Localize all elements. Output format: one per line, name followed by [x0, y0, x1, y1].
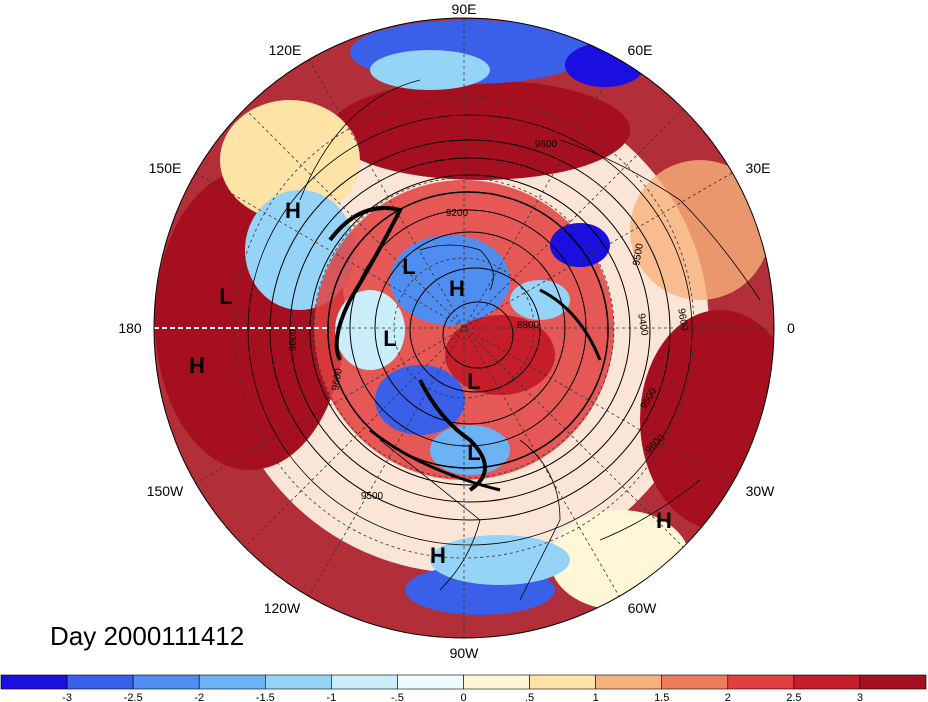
contour-label: 9200	[446, 208, 469, 219]
colorbar-tick-label: 2	[725, 692, 731, 702]
colorbar-swatch	[595, 674, 663, 690]
colorbar-swatch	[463, 674, 530, 690]
coastlines	[299, 79, 761, 601]
low-pressure-marker: L	[383, 326, 396, 351]
high-pressure-marker: H	[656, 508, 672, 533]
height-contours	[247, 114, 693, 546]
lon-label-120e: 120E	[269, 42, 302, 58]
pressure-system-markers: H L L H L H L L H H	[189, 198, 672, 568]
colorbar-swatch	[198, 674, 266, 690]
lon-label-30w: 30W	[746, 483, 776, 499]
graticule	[154, 18, 774, 638]
lon-label-90e: 90E	[452, 1, 477, 17]
contour-label: 9500	[361, 491, 384, 502]
lon-label-0: 0	[787, 320, 795, 336]
colorbar-tick-label: -2	[194, 692, 204, 702]
contour-label: 9600	[535, 139, 558, 150]
lon-label-30e: 30E	[746, 160, 771, 176]
colorbar-tick-label: 3	[857, 692, 863, 702]
colorbar-tick-label: 2.5	[786, 692, 801, 702]
colorbar-tick-label: -.5	[391, 692, 404, 702]
high-pressure-marker: H	[430, 543, 446, 568]
low-pressure-marker: L	[402, 254, 415, 279]
lon-label-150e: 150E	[149, 160, 182, 176]
map-border	[153, 17, 775, 639]
low-pressure-marker: L	[467, 369, 480, 394]
contour-label: 9600	[288, 328, 299, 351]
colorbar-tick-label: -1	[326, 692, 336, 702]
lon-label-90w: 90W	[450, 645, 480, 661]
high-pressure-marker: H	[449, 276, 465, 301]
colorbar-tick-label: .5	[525, 692, 534, 702]
lon-label-120w: 120W	[264, 600, 301, 616]
colorbar-tick-label: 1	[593, 692, 599, 702]
colorbar-swatch	[859, 674, 927, 690]
colorbar-tick-label: 1.5	[654, 692, 669, 702]
colorbar-swatch	[264, 674, 332, 690]
day-title: Day 2000111412	[50, 621, 244, 651]
colorbar-swatch	[793, 674, 861, 690]
colorbar: -3 -2.5 -2 -1.5 -1 -.5 0 .5 1 1.5 2 2.5 3	[0, 674, 927, 702]
colorbar-tick-label: 0	[460, 692, 466, 702]
colorbar-swatch	[0, 674, 68, 690]
colorbar-swatch	[132, 674, 200, 690]
colorbar-tick-label: -3	[62, 692, 72, 702]
lon-label-180: 180	[118, 320, 142, 336]
high-pressure-marker: H	[189, 353, 205, 378]
contour-label: 9600	[675, 308, 690, 332]
colorbar-swatch	[331, 674, 398, 690]
lon-label-150w: 150W	[147, 483, 184, 499]
colorbar-swatch	[66, 674, 134, 690]
contour-label: 9600	[330, 367, 345, 391]
contour-label: 9500	[631, 242, 646, 266]
colorbar-swatch	[397, 674, 464, 690]
colorbar-swatch	[529, 674, 596, 690]
colorbar-tick-label: -2.5	[124, 692, 143, 702]
low-pressure-marker: L	[467, 440, 480, 465]
lon-label-60w: 60W	[628, 600, 658, 616]
contour-label: 9400	[635, 313, 650, 337]
longitude-labels: 90E 60E 120E 150E 30E 180 0 150W 30W 120…	[118, 1, 795, 661]
colorbar-swatch	[661, 674, 729, 690]
colorbar-swatch	[727, 674, 795, 690]
high-pressure-marker: H	[285, 198, 301, 223]
colorbar-tick-label: -1.5	[256, 692, 275, 702]
lon-label-60e: 60E	[628, 42, 653, 58]
contour-label: 8800	[517, 320, 540, 331]
low-pressure-marker: L	[219, 284, 232, 309]
